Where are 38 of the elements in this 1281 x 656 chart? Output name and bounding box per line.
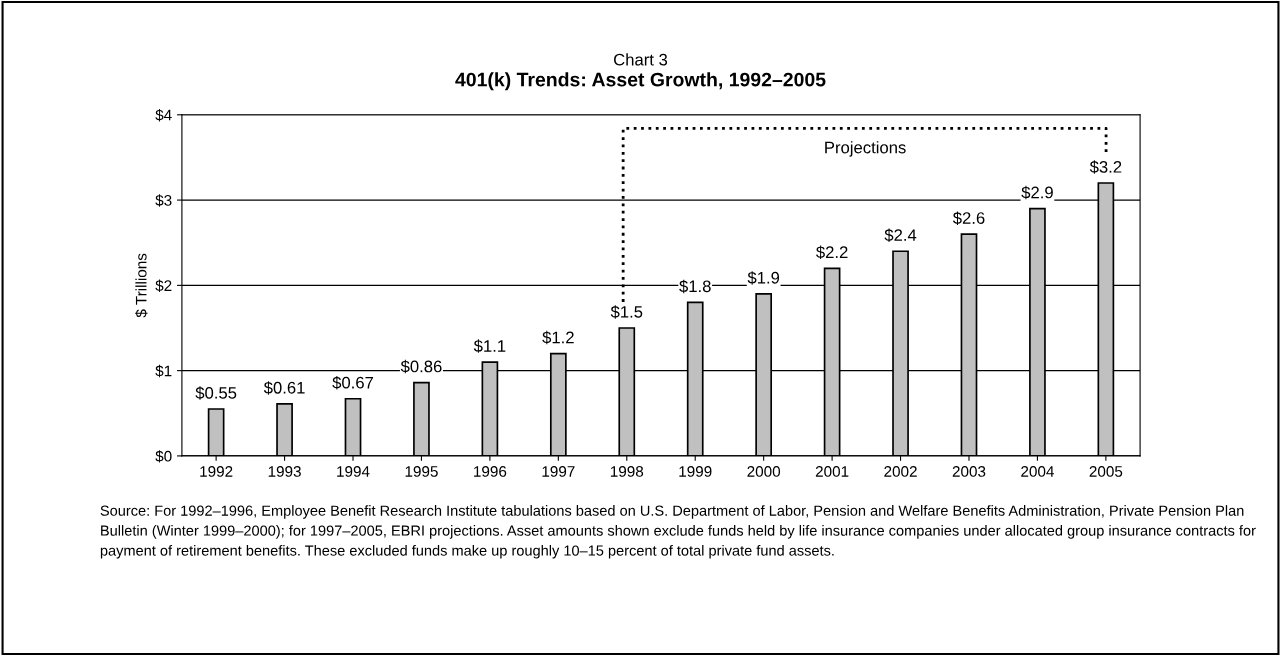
- x-tick-label: 2001: [815, 466, 849, 477]
- data-label: $3.2: [1089, 160, 1122, 174]
- data-label: $1.8: [679, 279, 711, 294]
- data-label: $1.1: [473, 339, 506, 353]
- data-label: $1.5: [610, 305, 643, 319]
- data-label: $1.9: [747, 271, 780, 285]
- x-tick-label: 2004: [1021, 466, 1054, 477]
- x-tick-label: 2005: [1089, 466, 1123, 477]
- chart-subtitle: Chart 3: [614, 53, 668, 66]
- x-tick-label: 2000: [747, 466, 781, 477]
- x-tick-label: 2003: [952, 466, 986, 477]
- x-tick-label: 1993: [268, 466, 301, 477]
- data-label: $0.55: [195, 386, 237, 400]
- y-tick-label: $2: [155, 279, 172, 292]
- data-label: $1.2: [542, 330, 574, 345]
- x-tick-label: 2002: [884, 466, 917, 477]
- data-label: $0.67: [332, 376, 374, 390]
- y-tick-label: $4: [155, 109, 172, 122]
- data-label: $2.2: [816, 245, 848, 260]
- y-axis-title: $ Trillions: [135, 253, 148, 318]
- annotation: Projections: [825, 141, 906, 157]
- data-label: $2.9: [1021, 185, 1053, 200]
- x-tick-label: 1994: [337, 466, 370, 477]
- data-label: $2.6: [952, 211, 985, 225]
- y-tick-label: $0: [155, 450, 172, 463]
- source-note: Source: For 1992–1996, Employee Benefit Research Institute tabulations based on U.S. Department of Labor, Pension and Welfare Benefits Administration, Private Pension Plan Bulletin (Winter 1999–2000); for 1997–2005, EBRI projections. Asset amounts shown exclude funds held by life insurance companies under allocated group insurance contracts for payment of retirement benefits. These excluded funds make up roughly 10–15 percent of total private fund assets.: [100, 505, 1256, 559]
- chart-title: 401(k) Trends: Asset Growth, 1992–2005: [455, 72, 826, 91]
- data-label: $2.4: [884, 228, 917, 242]
- x-tick-label: 1997: [542, 466, 575, 477]
- x-tick-label: 1998: [610, 466, 644, 477]
- y-tick-label: $3: [155, 194, 172, 207]
- x-tick-label: 1992: [200, 466, 233, 477]
- x-tick-label: 1995: [405, 466, 438, 477]
- data-label: $0.86: [400, 359, 442, 374]
- x-tick-label: 1999: [679, 466, 712, 477]
- data-label: $0.61: [263, 381, 305, 395]
- x-tick-label: 1996: [474, 466, 507, 477]
- y-tick-label: $1: [155, 364, 172, 378]
